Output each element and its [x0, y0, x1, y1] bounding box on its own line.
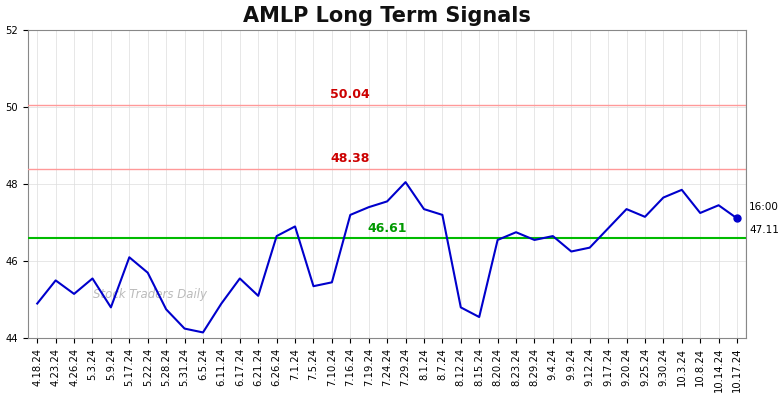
- Text: 48.38: 48.38: [331, 152, 370, 165]
- Text: 47.11: 47.11: [749, 225, 779, 235]
- Text: 46.61: 46.61: [368, 222, 407, 234]
- Text: Stock Traders Daily: Stock Traders Daily: [93, 288, 207, 301]
- Title: AMLP Long Term Signals: AMLP Long Term Signals: [243, 6, 531, 25]
- Text: 50.04: 50.04: [330, 88, 370, 101]
- Text: 16:00: 16:00: [749, 202, 779, 212]
